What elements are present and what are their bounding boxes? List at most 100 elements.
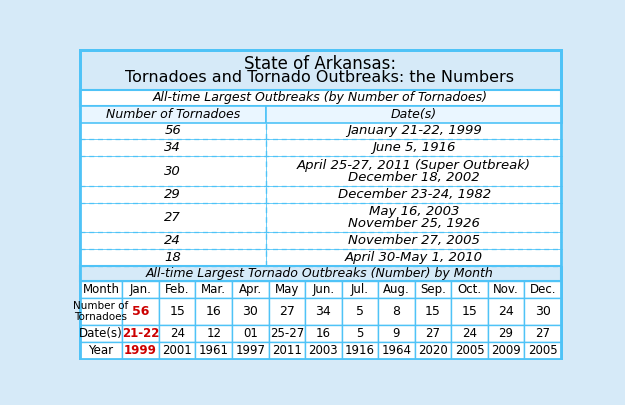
Bar (196, 325, 232, 342)
Text: Nov.: Nov. (493, 283, 519, 296)
Text: 2020: 2020 (418, 344, 448, 357)
Text: Year: Year (88, 344, 114, 357)
Bar (266, 106, 562, 123)
Bar (342, 298, 378, 325)
Bar (196, 281, 232, 298)
Text: 16: 16 (206, 305, 221, 318)
Text: Mar.: Mar. (201, 283, 226, 296)
Text: Oct.: Oct. (458, 283, 482, 296)
Text: 34: 34 (164, 141, 181, 154)
Bar (451, 342, 488, 359)
Text: November 25, 1926: November 25, 1926 (348, 217, 480, 230)
Bar (415, 298, 451, 325)
Text: 27: 27 (279, 305, 295, 318)
Bar (79, 281, 122, 298)
Bar (451, 281, 488, 298)
Text: Number of Tornadoes: Number of Tornadoes (106, 108, 240, 121)
Text: January 21-22, 1999: January 21-22, 1999 (347, 124, 481, 137)
Bar (122, 342, 159, 359)
Bar (159, 342, 196, 359)
Text: May: May (274, 283, 299, 296)
Text: 2005: 2005 (455, 344, 484, 357)
Text: 24: 24 (462, 327, 477, 340)
Bar (415, 325, 451, 342)
Text: Number of
Tornadoes: Number of Tornadoes (73, 301, 129, 322)
Bar (305, 281, 342, 298)
Bar (266, 123, 562, 139)
Bar (305, 342, 342, 359)
Bar (415, 342, 451, 359)
Bar (488, 298, 524, 325)
Bar (79, 266, 561, 281)
Bar (524, 298, 561, 325)
Text: Jun.: Jun. (312, 283, 334, 296)
Text: 27: 27 (164, 211, 181, 224)
Text: Apr.: Apr. (239, 283, 262, 296)
Bar (342, 281, 378, 298)
Text: Aug.: Aug. (383, 283, 410, 296)
Bar (488, 325, 524, 342)
Text: May 16, 2003: May 16, 2003 (369, 205, 459, 218)
Bar (269, 298, 305, 325)
Bar (269, 281, 305, 298)
Bar (159, 298, 196, 325)
Text: 30: 30 (242, 305, 258, 318)
Text: Feb.: Feb. (165, 283, 189, 296)
Bar (342, 325, 378, 342)
Bar (488, 281, 524, 298)
Bar (79, 325, 122, 342)
Text: Date(s): Date(s) (391, 108, 437, 121)
Bar (378, 342, 415, 359)
Text: 15: 15 (425, 305, 441, 318)
Bar (451, 325, 488, 342)
Bar (232, 342, 269, 359)
Text: 15: 15 (462, 305, 478, 318)
Text: 2005: 2005 (528, 344, 558, 357)
Text: 29: 29 (164, 188, 181, 200)
Text: State of Arkansas:: State of Arkansas: (244, 55, 396, 73)
Text: Jan.: Jan. (129, 283, 151, 296)
Bar (232, 281, 269, 298)
Text: 5: 5 (356, 327, 364, 340)
Bar (232, 325, 269, 342)
Text: 27: 27 (426, 327, 441, 340)
Bar (79, 202, 266, 232)
Text: 30: 30 (535, 305, 551, 318)
Text: 2001: 2001 (162, 344, 192, 357)
Bar (269, 325, 305, 342)
Bar (266, 232, 562, 249)
Bar (378, 325, 415, 342)
Bar (159, 325, 196, 342)
Bar (79, 342, 122, 359)
Bar (451, 298, 488, 325)
Text: 29: 29 (499, 327, 514, 340)
Bar (342, 342, 378, 359)
Text: April 25-27, 2011 (Super Outbreak): April 25-27, 2011 (Super Outbreak) (297, 159, 531, 172)
Text: 18: 18 (164, 251, 181, 264)
Bar (378, 298, 415, 325)
Bar (79, 90, 561, 106)
Text: 25-27: 25-27 (269, 327, 304, 340)
Text: 2003: 2003 (309, 344, 338, 357)
Text: All-time Largest Outbreaks (by Number of Tornadoes): All-time Largest Outbreaks (by Number of… (152, 92, 488, 104)
Bar (415, 281, 451, 298)
Bar (378, 281, 415, 298)
Bar (122, 325, 159, 342)
Text: 16: 16 (316, 327, 331, 340)
Text: 01: 01 (242, 327, 258, 340)
Bar (159, 281, 196, 298)
Text: 56: 56 (164, 124, 181, 137)
Bar (305, 325, 342, 342)
Text: 24: 24 (164, 234, 181, 247)
Text: December 23-24, 1982: December 23-24, 1982 (338, 188, 491, 200)
Bar (79, 139, 266, 156)
Bar (524, 342, 561, 359)
Text: 34: 34 (316, 305, 331, 318)
Text: 2011: 2011 (272, 344, 302, 357)
Bar (79, 249, 266, 266)
Bar (488, 342, 524, 359)
Bar (266, 202, 562, 232)
Text: Dec.: Dec. (529, 283, 556, 296)
Text: 1997: 1997 (235, 344, 265, 357)
Text: 56: 56 (132, 305, 149, 318)
